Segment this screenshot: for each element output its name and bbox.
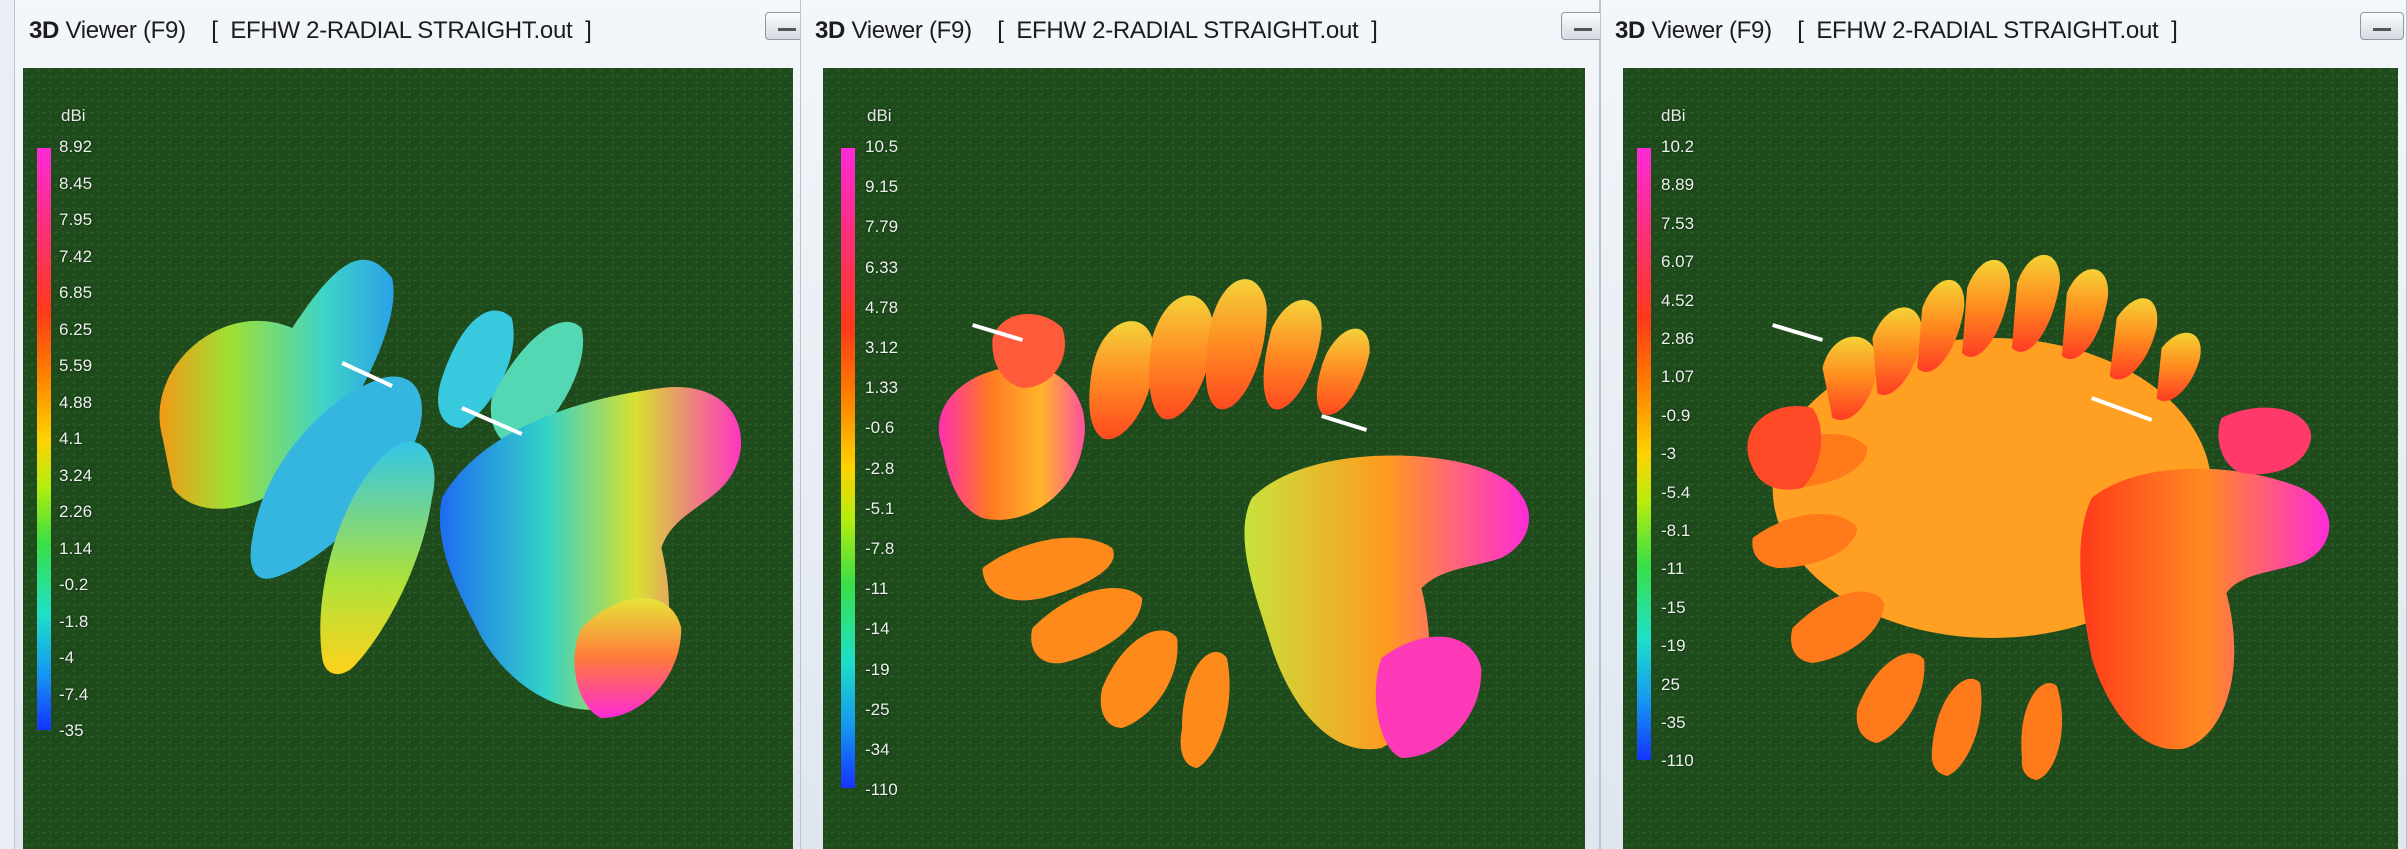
scale-tick-label: -7.8 — [865, 539, 895, 558]
scale-tick-label: 10.2 — [1661, 137, 1695, 156]
radiation-pattern-plot — [1623, 68, 2398, 849]
scale-tick-label: 4.78 — [865, 297, 899, 317]
scale-tick-label: 6.33 — [865, 257, 899, 277]
scale-tick-label: 6.85 — [59, 283, 93, 302]
scale-tick-label: 2.86 — [1661, 329, 1695, 348]
viewer-window-1: 3D Viewer (F9) [ EFHW 2-RADIAL STRAIGHT.… — [14, 0, 809, 849]
scale-tick-label: 4.88 — [59, 392, 93, 412]
scale-tick-label: 7.95 — [59, 210, 93, 229]
3d-viewport[interactable]: dBi 10.5 9.15 7.79 6.33 4.78 3.12 1.33 -0.6 -2.8… — [823, 68, 1585, 849]
scale-tick-label: 7.79 — [865, 217, 899, 237]
scale-tick-label: 6.07 — [1661, 252, 1695, 272]
scale-tick-label: -0.9 — [1661, 405, 1691, 425]
minimize-button[interactable] — [2360, 12, 2404, 40]
scale-tick-label: -0.6 — [865, 418, 895, 438]
scale-tick-label: -5.4 — [1661, 482, 1691, 502]
scale-tick-label: -14 — [865, 619, 890, 639]
3d-viewport[interactable]: dBi 10.2 8.89 7.53 6.07 4.52 2.86 1.07 -0.9 -3 -5… — [1623, 68, 2398, 849]
scale-tick-label: -7.4 — [59, 684, 89, 704]
viewer-window-2: 3D Viewer (F9) [ EFHW 2-RADIAL STRAIGHT.… — [800, 0, 1605, 849]
scale-tick-label: 2.26 — [59, 502, 93, 521]
minimize-button[interactable] — [1561, 12, 1605, 40]
scale-tick-label: 1.07 — [1661, 367, 1695, 387]
window-title: 3D Viewer (F9) [ EFHW 2-RADIAL STRAIGHT.… — [1615, 17, 2178, 44]
color-scale-bar — [37, 148, 51, 730]
scale-tick-label: -1.8 — [59, 611, 89, 631]
scale-tick-label: -0.2 — [59, 575, 89, 594]
scale-tick-label: -3 — [1661, 444, 1677, 464]
scale-tick-label: 5.59 — [59, 356, 93, 375]
scale-tick-label: 8.92 — [59, 137, 93, 156]
scale-tick-label: -25 — [865, 699, 890, 719]
scale-tick-label: 7.42 — [59, 246, 93, 266]
scale-tick-label: 3.12 — [865, 338, 899, 357]
scale-tick-label: 10.5 — [865, 137, 899, 156]
scale-tick-label: 4.1 — [59, 429, 83, 448]
scale-tick-label: -15 — [1661, 597, 1686, 617]
window-title-bar[interactable]: 3D Viewer (F9) [ EFHW 2-RADIAL STRAIGHT.… — [801, 0, 1599, 62]
scale-unit-label: dBi — [1661, 106, 1686, 125]
scale-tick-label: 8.89 — [1661, 175, 1695, 195]
scale-unit-label: dBi — [61, 106, 86, 125]
scale-tick-label: -4 — [59, 648, 75, 667]
scale-tick-label: -35 — [59, 721, 84, 740]
scale-tick-label: -110 — [1661, 751, 1694, 771]
radiation-pattern-plot — [823, 68, 1585, 849]
scale-tick-label: -19 — [865, 659, 890, 679]
scale-tick-label: -35 — [1661, 713, 1686, 732]
scale-tick-label: -34 — [865, 740, 890, 759]
scale-tick-label: 8.45 — [59, 173, 93, 193]
scale-tick-label: 4.52 — [1661, 290, 1695, 310]
scale-tick-label: 1.33 — [865, 378, 899, 398]
scale-tick-label: 9.15 — [865, 177, 899, 197]
scale-tick-label: 25 — [1661, 674, 1680, 694]
window-title-bar[interactable]: 3D Viewer (F9) [ EFHW 2-RADIAL STRAIGHT.… — [15, 0, 803, 62]
scale-tick-label: -8.1 — [1661, 521, 1691, 540]
3d-viewport[interactable]: dBi 8.92 8.45 7.95 7.42 6.85 6.25 5.59 4.88 4.1 3… — [23, 68, 793, 849]
viewer-window-3: 3D Viewer (F9) [ EFHW 2-RADIAL STRAIGHT.… — [1600, 0, 2407, 849]
color-scale-bar — [841, 148, 855, 788]
scale-unit-label: dBi — [867, 106, 892, 125]
scale-tick-label: 6.25 — [59, 319, 93, 339]
scale-tick-label: 3.24 — [59, 465, 93, 485]
scale-tick-label: -110 — [865, 780, 898, 800]
color-scale-bar — [1637, 148, 1651, 760]
scale-tick-label: -11 — [865, 579, 889, 599]
scale-tick-label: -19 — [1661, 636, 1686, 656]
window-title: 3D Viewer (F9) [ EFHW 2-RADIAL STRAIGHT.… — [815, 17, 1378, 44]
scale-tick-label: -2.8 — [865, 458, 895, 478]
scale-tick-label: 7.53 — [1661, 213, 1695, 233]
scale-tick-label: -11 — [1661, 559, 1685, 579]
scale-tick-label: -5.1 — [865, 498, 895, 518]
radiation-pattern-plot — [23, 68, 793, 849]
window-title: 3D Viewer (F9) [ EFHW 2-RADIAL STRAIGHT.… — [29, 17, 592, 44]
window-title-bar[interactable]: 3D Viewer (F9) [ EFHW 2-RADIAL STRAIGHT.… — [1601, 0, 2406, 62]
scale-tick-label: 1.14 — [59, 538, 93, 558]
